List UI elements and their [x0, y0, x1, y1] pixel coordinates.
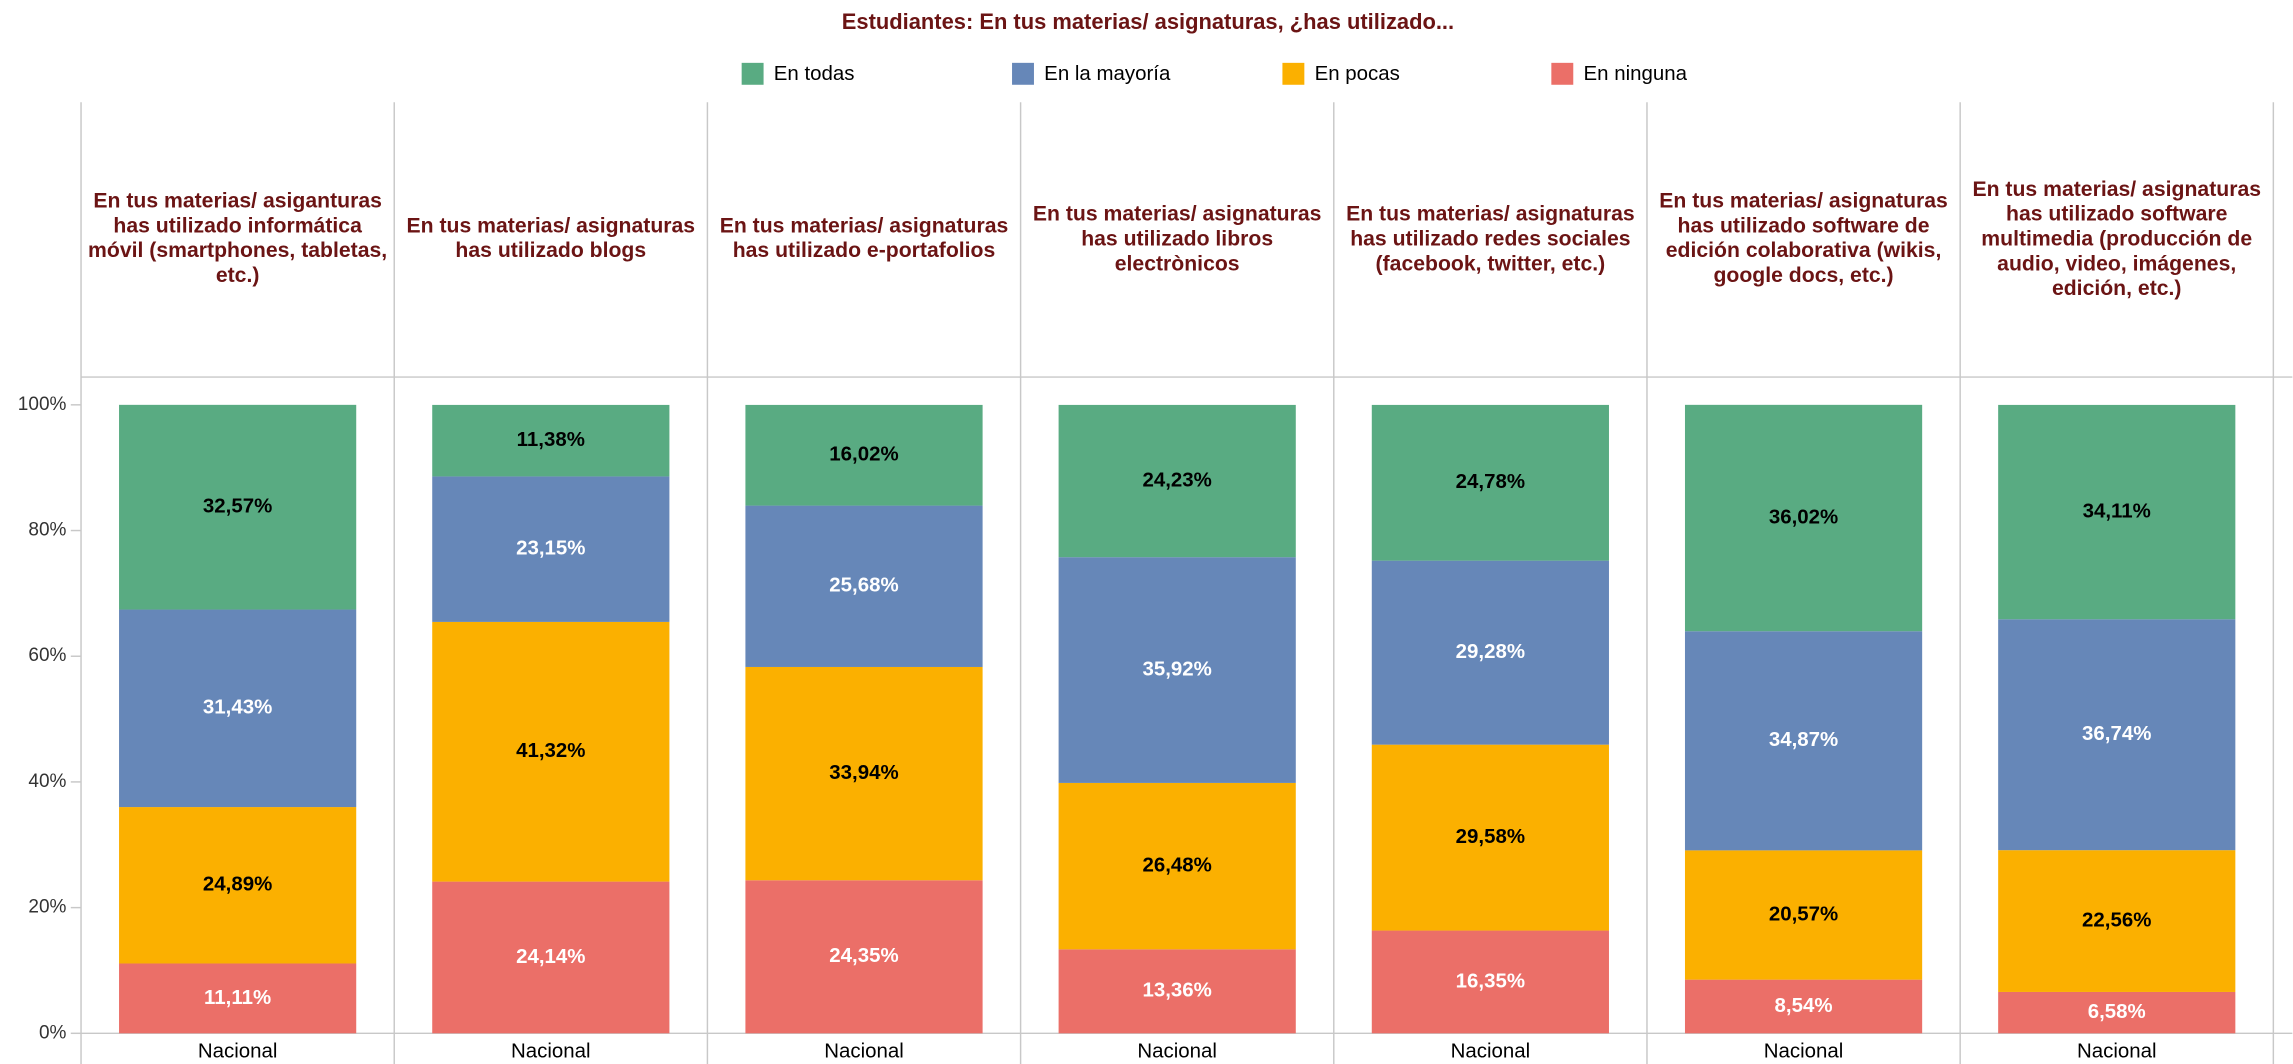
- panel-header: En tus materias/ asignaturas has utiliza…: [1972, 177, 2262, 301]
- data-label: 22,56%: [2082, 908, 2151, 931]
- panel-header: En tus materias/ asignaturas has utiliza…: [406, 214, 696, 264]
- data-label: 24,89%: [203, 873, 272, 896]
- bar-segment: [745, 880, 983, 1034]
- legend-label: En ninguna: [1584, 62, 1688, 85]
- y-tick-label: 60%: [28, 645, 66, 666]
- data-label: 36,02%: [1769, 505, 1838, 528]
- data-label: 33,94%: [829, 761, 898, 784]
- x-tick-label: Nacional: [1137, 1040, 1217, 1063]
- bar-segment: [745, 666, 983, 881]
- bar-segment: [1371, 930, 1609, 1034]
- panel-title: En tus materias/ asignaturas has utiliza…: [1032, 202, 1322, 276]
- data-label: 36,74%: [2082, 722, 2151, 745]
- bar-segment: [1058, 782, 1296, 950]
- data-label: 8,54%: [1775, 994, 1833, 1017]
- bar-segment: [1998, 619, 2236, 851]
- data-label: 16,02%: [829, 443, 898, 466]
- data-label: 29,28%: [1456, 640, 1525, 663]
- bar-segment: [1684, 631, 1923, 851]
- y-tick-label: 20%: [28, 897, 66, 918]
- data-label: 26,48%: [1143, 854, 1212, 877]
- data-label: 24,14%: [516, 945, 585, 968]
- legend-swatch: [1551, 62, 1574, 85]
- bar-segment: [1058, 557, 1296, 783]
- panel-header: En tus materias/ asiganturas has utiliza…: [88, 190, 388, 288]
- bar-segment: [432, 476, 670, 622]
- x-tick-label: Nacional: [824, 1040, 904, 1063]
- x-tick-label: Nacional: [198, 1040, 278, 1063]
- bar-segment: [745, 505, 983, 667]
- bar-segment: [119, 963, 357, 1034]
- data-label: 23,15%: [516, 537, 585, 560]
- bar-segment: [1998, 404, 2236, 620]
- y-tick-label: 80%: [28, 520, 66, 541]
- panel-header: En tus materias/ asignaturas has utiliza…: [719, 214, 1009, 264]
- x-tick-label: Nacional: [1764, 1040, 1844, 1063]
- data-label: 25,68%: [829, 574, 898, 597]
- data-label: 24,35%: [829, 944, 898, 967]
- data-label: 11,11%: [204, 986, 271, 1009]
- legend-swatch: [1282, 62, 1305, 85]
- data-label: 29,58%: [1456, 825, 1525, 848]
- legend-swatch: [741, 62, 764, 85]
- x-tick-label: Nacional: [2077, 1040, 2157, 1063]
- panel-title: En tus materias/ asiganturas has utiliza…: [88, 190, 388, 288]
- data-label: 20,57%: [1769, 902, 1838, 925]
- bar-segment: [1371, 404, 1609, 561]
- panel-title: En tus materias/ asignaturas has utiliza…: [406, 214, 696, 264]
- data-label: 41,32%: [516, 739, 585, 762]
- chart-title: Estudiantes: En tus materias/ asignatura…: [842, 9, 1454, 34]
- bar-segment: [1371, 560, 1609, 745]
- data-label: 31,43%: [203, 696, 272, 719]
- data-label: 24,78%: [1456, 470, 1525, 493]
- data-label: 6,58%: [2088, 1000, 2146, 1023]
- legend-swatch: [1012, 62, 1034, 85]
- x-tick-label: Nacional: [511, 1040, 591, 1063]
- data-label: 24,23%: [1143, 468, 1212, 491]
- data-label: 35,92%: [1143, 657, 1212, 680]
- bar-segment: [432, 404, 670, 477]
- bar-segment: [1998, 850, 2236, 992]
- bar-segment: [119, 404, 357, 610]
- bar-segment: [119, 807, 357, 964]
- bar-segment: [432, 621, 670, 882]
- bar-segment: [119, 609, 357, 808]
- legend-label: En la mayoría: [1044, 62, 1171, 85]
- panel-header: En tus materias/ asignaturas has utiliza…: [1659, 190, 1948, 288]
- bar-segment: [432, 881, 670, 1034]
- y-tick-label: 100%: [18, 394, 67, 415]
- bar-segment: [1371, 744, 1609, 931]
- panel-header: En tus materias/ asignaturas has utiliza…: [1032, 202, 1322, 276]
- legend-label: En pocas: [1315, 62, 1400, 85]
- data-label: 13,36%: [1143, 979, 1212, 1002]
- panel-title: En tus materias/ asignaturas has utiliza…: [1346, 202, 1635, 276]
- panel-title: En tus materias/ asignaturas has utiliza…: [1972, 177, 2262, 301]
- data-label: 34,11%: [2083, 499, 2151, 522]
- panel-title: En tus materias/ asignaturas has utiliza…: [719, 214, 1009, 264]
- bar-segment: [1684, 404, 1923, 632]
- y-tick-label: 40%: [28, 771, 66, 792]
- bar-segment: [1058, 404, 1296, 558]
- data-label: 34,87%: [1769, 728, 1838, 751]
- panel-header: En tus materias/ asignaturas has utiliza…: [1346, 202, 1635, 276]
- bar-segment: [1684, 979, 1923, 1034]
- panel-title: En tus materias/ asignaturas has utiliza…: [1659, 190, 1948, 288]
- data-label: 11,38%: [517, 428, 585, 451]
- y-tick-label: 0%: [39, 1022, 67, 1043]
- data-label: 16,35%: [1456, 969, 1525, 992]
- data-label: 32,57%: [203, 495, 272, 518]
- x-tick-label: Nacional: [1451, 1040, 1531, 1063]
- bar-segment: [1684, 850, 1923, 980]
- bar-segment: [745, 404, 983, 506]
- bar-segment: [1998, 991, 2236, 1034]
- bar-segment: [1058, 949, 1296, 1034]
- legend-label: En todas: [774, 62, 855, 85]
